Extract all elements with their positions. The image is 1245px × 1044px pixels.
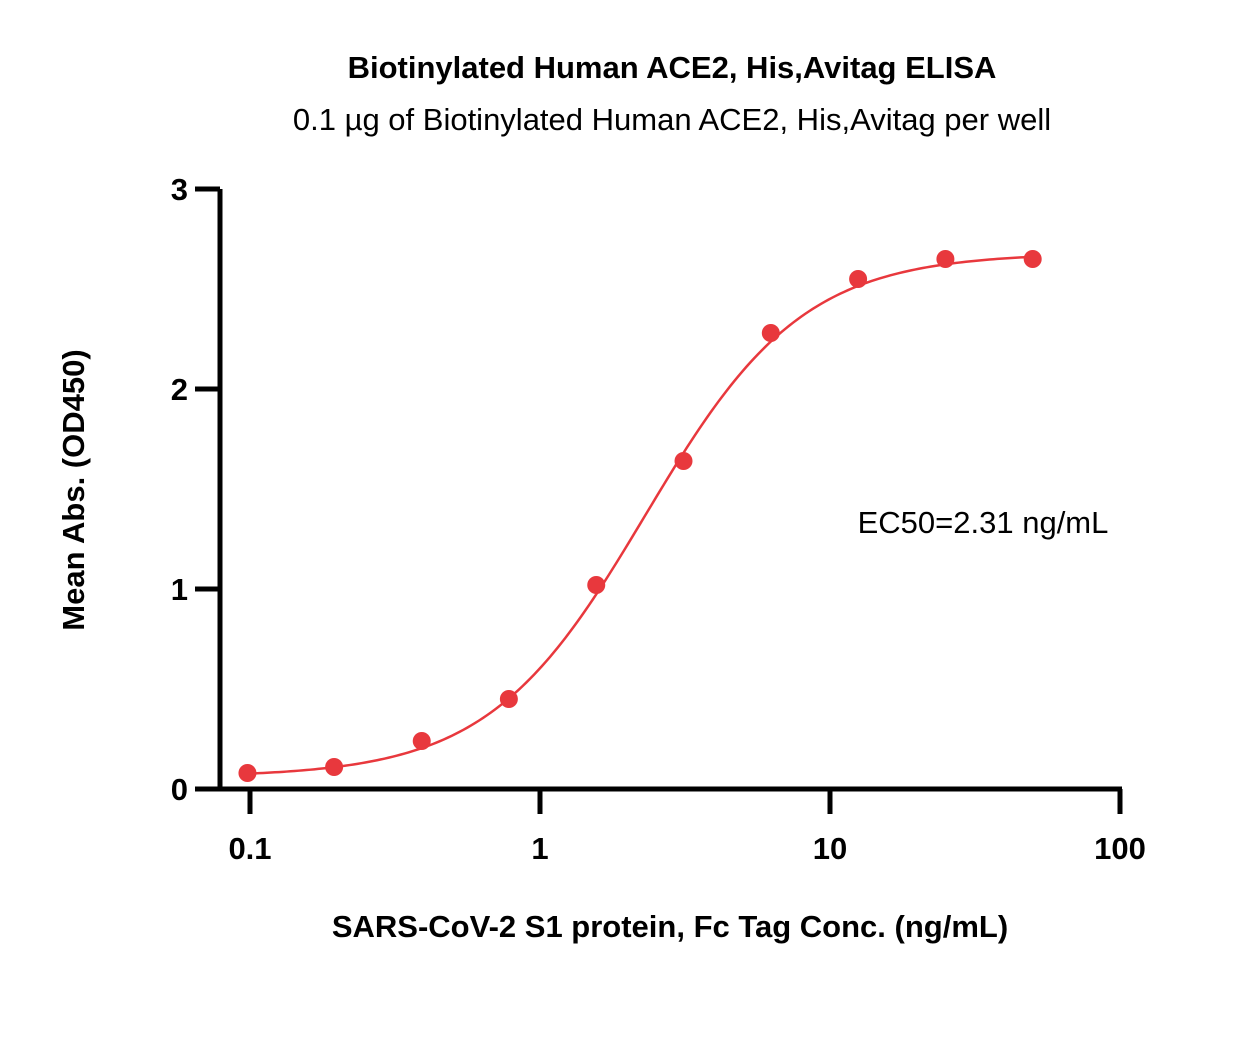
data-point [499, 690, 518, 708]
chart-title: Biotinylated Human ACE2, His,Avitag ELIS… [348, 50, 997, 85]
data-point [761, 324, 780, 342]
data-point [1023, 250, 1042, 268]
y-tick-label: 0 [171, 772, 188, 807]
x-axis-label: SARS-CoV-2 S1 protein, Fc Tag Conc. (ng/… [332, 909, 1008, 944]
data-point [849, 270, 868, 288]
axes: 0 1 2 3 0.1 1 10 100 [171, 172, 1146, 866]
y-axis-label: Mean Abs. (OD450) [56, 349, 91, 630]
data-point [674, 452, 693, 470]
data-points [238, 250, 1042, 782]
y-tick-label: 3 [171, 172, 188, 207]
data-point [936, 250, 955, 268]
x-tick-label: 10 [813, 831, 847, 866]
fit-curve [247, 255, 1033, 775]
x-tick-label: 100 [1094, 831, 1146, 866]
data-point [325, 758, 344, 776]
fit-curve-group [247, 255, 1033, 775]
x-tick-label: 0.1 [228, 831, 271, 866]
ec50-annotation: EC50=2.31 ng/mL [858, 505, 1109, 540]
data-point [412, 732, 431, 750]
data-point [238, 764, 257, 782]
y-tick-label: 1 [171, 572, 188, 607]
data-point [587, 576, 606, 594]
chart-subtitle: 0.1 µg of Biotinylated Human ACE2, His,A… [293, 102, 1051, 137]
y-tick-label: 2 [171, 372, 188, 407]
x-tick-label: 1 [531, 831, 548, 866]
